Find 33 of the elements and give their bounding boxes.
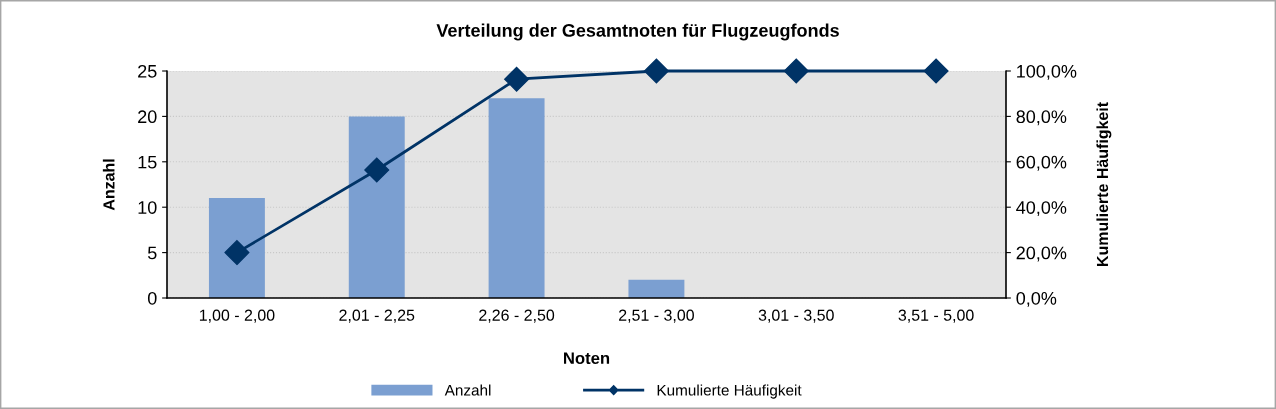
y-tick-label: 20 [138,110,157,124]
x-tick-label: 2,01 - 2,25 [339,309,415,323]
y-tick-label: 5 [147,246,157,260]
bar [348,116,405,298]
x-tick-label: 3,01 - 3,50 [758,309,834,323]
y2-tick-label: 40,0% [1016,201,1067,217]
point [643,58,669,84]
y-tick-label: 0 [147,291,157,305]
y-tick-label: 15 [138,155,157,169]
y2-tick-label: 100,0% [1017,64,1077,80]
y-tick-label: 25 [138,64,157,78]
bar [208,198,265,298]
x-axis-title: Noten [564,352,610,365]
y2-tick-label: 0,0% [1016,291,1057,307]
y-tick-label: 10 [138,201,157,214]
bar [488,98,545,298]
y2-axis-title: Kumulierte Häufigkeit [1096,102,1112,266]
point [504,66,530,92]
x-tick-label: 3,51 - 5,00 [898,309,974,323]
bar [628,279,685,298]
x-tick-label: 2,26 - 2,50 [479,309,555,323]
point [364,157,390,183]
y2-tick-label: 60,0% [1016,155,1067,171]
point [783,58,809,84]
legend-label: Kumulierte Häufigkeit [657,384,802,399]
x-tick-label: 2,51 - 3,00 [619,309,694,323]
x-tick-label: 1,00 - 2,00 [199,309,275,323]
point [923,58,949,84]
chart-title: Verteilung der Gesamtnoten für Flugzeugfonds [436,23,839,41]
y2-tick-label: 20,0% [1016,246,1067,262]
y2-tick-label: 80,0% [1016,110,1067,126]
legend-label: Anzahl [444,384,491,396]
y-axis-title: Anzahl [102,159,115,211]
